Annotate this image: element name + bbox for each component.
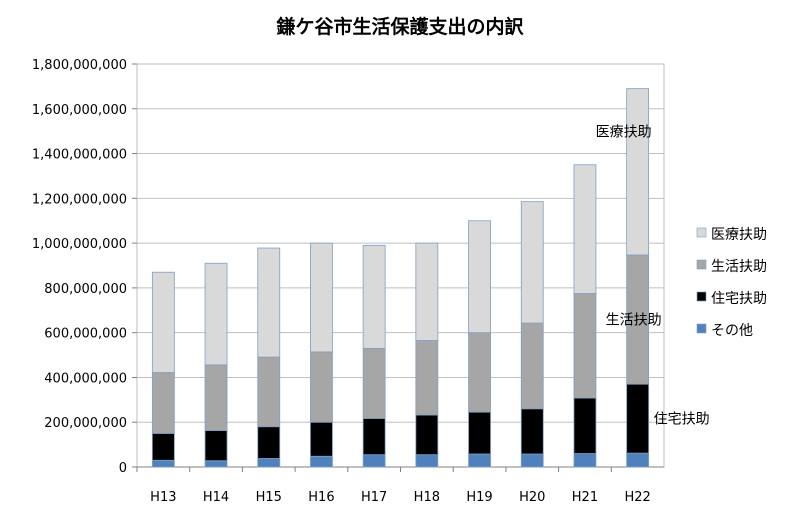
- y-tick-label: 600,000,000: [44, 327, 127, 342]
- bar-segment: [204, 364, 228, 431]
- x-tick-label: H18: [414, 490, 440, 505]
- legend-swatch: [696, 323, 707, 334]
- legend-swatch: [696, 227, 707, 238]
- bar-segment: [573, 397, 597, 454]
- y-tick-label: 1,400,000,000: [32, 148, 127, 163]
- bar-segment: [415, 414, 439, 456]
- bar-segment: [626, 383, 650, 454]
- bar-segment: [415, 242, 439, 341]
- bar-segment: [468, 332, 491, 413]
- bar-segment: [204, 262, 228, 366]
- bar-segment: [468, 411, 491, 455]
- y-tick-label: 0: [119, 461, 127, 476]
- bar-segment: [310, 242, 333, 353]
- bar-segment: [573, 164, 597, 294]
- legend-swatch: [696, 291, 707, 302]
- bar-segment: [151, 459, 175, 468]
- bar-segment: [520, 408, 544, 455]
- bar-segment: [362, 244, 386, 349]
- bar-segment: [362, 454, 386, 468]
- x-tick-label: H20: [519, 490, 545, 505]
- y-tick-label: 1,000,000,000: [32, 237, 127, 252]
- bar-segment: [362, 347, 386, 419]
- bar-segment: [151, 372, 175, 434]
- bar-segment: [626, 452, 650, 468]
- x-tick-label: H22: [624, 490, 650, 505]
- series-annotation: 生活扶助: [606, 313, 662, 329]
- x-tick-label: H15: [256, 490, 282, 505]
- x-tick-label: H19: [466, 490, 492, 505]
- bar-segment: [204, 460, 228, 468]
- bar-segment: [310, 421, 333, 457]
- bar-segment: [626, 88, 650, 256]
- bar-segment: [362, 418, 386, 456]
- bar-segment: [257, 247, 281, 358]
- bar-segment: [415, 340, 439, 416]
- y-tick-label: 800,000,000: [44, 282, 127, 297]
- x-tick-label: H14: [203, 490, 229, 505]
- legend-label: その他: [711, 323, 753, 339]
- chart-title: 鎌ケ谷市生活保護支出の内訳: [276, 16, 524, 38]
- legend-swatch: [696, 259, 707, 270]
- x-tick-label: H21: [572, 490, 598, 505]
- series-annotation: 住宅扶助: [654, 412, 710, 428]
- y-tick-label: 400,000,000: [44, 371, 127, 386]
- bar-segment: [573, 293, 597, 399]
- bar-segment: [520, 201, 544, 324]
- legend-label: 住宅扶助: [711, 291, 767, 307]
- bar-segment: [415, 454, 439, 468]
- bar-segment: [520, 322, 544, 410]
- bar-segment: [257, 426, 281, 459]
- bar-segment: [151, 271, 175, 373]
- y-tick-label: 200,000,000: [44, 416, 127, 431]
- bar-segment: [310, 351, 333, 423]
- bar-segment: [468, 453, 491, 468]
- bar-segment: [310, 455, 333, 468]
- legend-label: 医療扶助: [711, 226, 767, 243]
- bar-segment: [468, 220, 491, 334]
- x-tick-label: H16: [308, 490, 334, 505]
- bar-segment: [204, 430, 228, 462]
- bar-segment: [151, 433, 175, 461]
- legend-label: 生活扶助: [711, 259, 767, 275]
- y-tick-label: 1,200,000,000: [32, 192, 127, 207]
- bar-segment: [573, 453, 597, 468]
- y-tick-label: 1,800,000,000: [32, 58, 127, 73]
- y-tick-label: 1,600,000,000: [32, 103, 127, 118]
- x-tick-label: H13: [150, 490, 176, 505]
- bar-segment: [257, 356, 281, 428]
- x-tick-label: H17: [361, 490, 387, 505]
- series-annotation: 医療扶助: [596, 124, 652, 141]
- bar-segment: [520, 453, 544, 468]
- bar-segment: [257, 458, 281, 468]
